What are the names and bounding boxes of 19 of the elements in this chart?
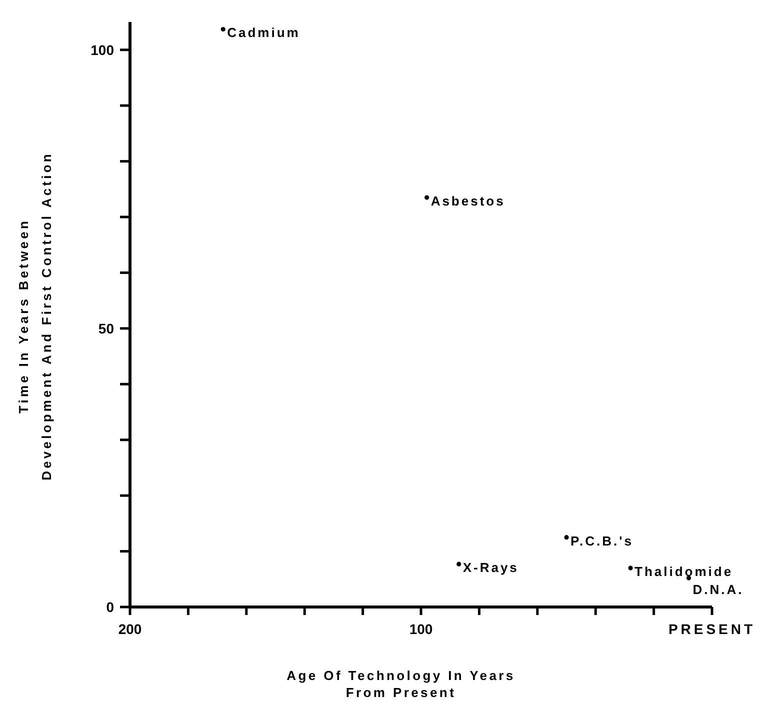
annotation: Cadmium — [227, 25, 300, 40]
y-tick-label: 0 — [106, 599, 114, 615]
annotation: Asbestos — [430, 194, 506, 208]
y-tick-label: 100 — [90, 42, 114, 58]
x-tick-label: PRESENT — [668, 621, 756, 637]
point — [564, 535, 569, 540]
annotation: D.N.A. — [692, 582, 744, 598]
y-tick-label: 50 — [98, 320, 114, 336]
point — [628, 566, 633, 570]
x-axis-title: Age Of Technology In Years From Present — [286, 668, 516, 700]
x-tick-label: 100 — [409, 621, 433, 637]
point — [456, 562, 462, 566]
annotation: X-Rays — [462, 560, 519, 576]
x-tick-label: 200 — [118, 621, 142, 637]
point — [220, 26, 226, 32]
annotation: P.C.B.'s — [570, 533, 634, 548]
y-axis-title: Time In Years Between Development And First Control Action — [16, 152, 54, 480]
annotation: Thalidomide — [634, 564, 734, 579]
point — [424, 195, 430, 200]
